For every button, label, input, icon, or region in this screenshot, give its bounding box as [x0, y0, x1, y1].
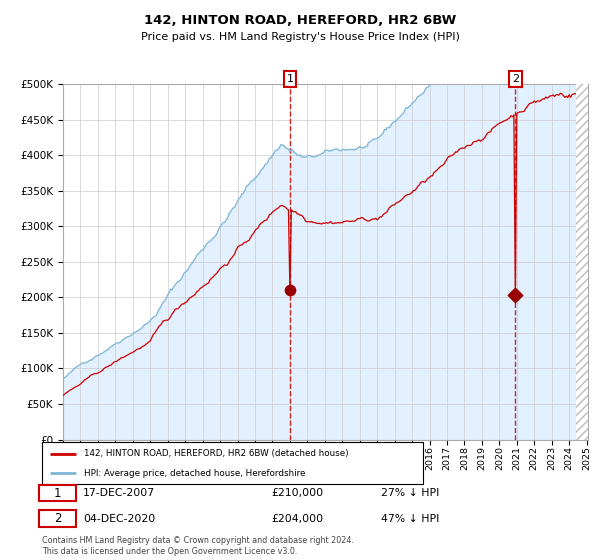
Text: 27% ↓ HPI: 27% ↓ HPI: [380, 488, 439, 498]
Text: 1: 1: [286, 74, 293, 84]
Text: 2: 2: [54, 512, 62, 525]
FancyBboxPatch shape: [39, 485, 76, 501]
Text: 1: 1: [54, 487, 62, 500]
Text: 2: 2: [512, 74, 519, 84]
Text: 04-DEC-2020: 04-DEC-2020: [83, 514, 155, 524]
Text: 17-DEC-2007: 17-DEC-2007: [83, 488, 155, 498]
Text: HPI: Average price, detached house, Herefordshire: HPI: Average price, detached house, Here…: [84, 469, 305, 478]
FancyBboxPatch shape: [42, 442, 423, 484]
Point: [511, 290, 520, 299]
Point: [285, 286, 295, 295]
Text: 142, HINTON ROAD, HEREFORD, HR2 6BW (detached house): 142, HINTON ROAD, HEREFORD, HR2 6BW (det…: [84, 449, 349, 458]
Text: 47% ↓ HPI: 47% ↓ HPI: [380, 514, 439, 524]
Text: Price paid vs. HM Land Registry's House Price Index (HPI): Price paid vs. HM Land Registry's House …: [140, 32, 460, 43]
Text: £204,000: £204,000: [271, 514, 323, 524]
FancyBboxPatch shape: [39, 510, 76, 527]
Text: 142, HINTON ROAD, HEREFORD, HR2 6BW: 142, HINTON ROAD, HEREFORD, HR2 6BW: [144, 14, 456, 27]
Text: Contains HM Land Registry data © Crown copyright and database right 2024.
This d: Contains HM Land Registry data © Crown c…: [42, 536, 354, 556]
Text: £210,000: £210,000: [271, 488, 323, 498]
